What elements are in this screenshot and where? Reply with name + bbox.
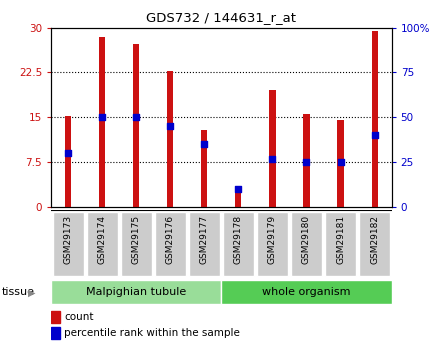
Text: percentile rank within the sample: percentile rank within the sample [64, 328, 240, 338]
Text: GSM29178: GSM29178 [234, 215, 243, 264]
Point [337, 159, 344, 165]
Bar [51, 280, 222, 304]
Text: GSM29177: GSM29177 [200, 215, 209, 264]
Bar [201, 130, 207, 207]
Point [269, 156, 276, 161]
Point [65, 150, 72, 156]
FancyBboxPatch shape [291, 212, 322, 276]
Text: GSM29180: GSM29180 [302, 215, 311, 264]
Text: Malpighian tubule: Malpighian tubule [86, 287, 186, 297]
Bar [337, 120, 344, 207]
Text: ▶: ▶ [28, 287, 36, 297]
FancyBboxPatch shape [189, 212, 220, 276]
Bar [222, 280, 392, 304]
Point [201, 141, 208, 147]
FancyBboxPatch shape [359, 212, 390, 276]
Point [371, 132, 378, 138]
Bar [133, 45, 139, 207]
Text: whole organism: whole organism [262, 287, 351, 297]
Text: GSM29176: GSM29176 [166, 215, 175, 264]
Bar [235, 190, 242, 207]
Text: GSM29175: GSM29175 [132, 215, 141, 264]
Bar [303, 114, 310, 207]
Bar [51, 311, 60, 323]
Point [167, 124, 174, 129]
Text: GSM29174: GSM29174 [98, 215, 107, 264]
Text: tissue: tissue [2, 287, 35, 297]
Text: GSM29182: GSM29182 [370, 215, 379, 264]
Bar [51, 327, 60, 339]
FancyBboxPatch shape [325, 212, 356, 276]
Bar [65, 116, 71, 207]
FancyBboxPatch shape [87, 212, 117, 276]
Point [99, 115, 106, 120]
FancyBboxPatch shape [155, 212, 186, 276]
FancyBboxPatch shape [223, 212, 254, 276]
Text: GSM29179: GSM29179 [268, 215, 277, 264]
Bar [269, 90, 275, 207]
Text: GSM29173: GSM29173 [64, 215, 73, 264]
Point [303, 159, 310, 165]
FancyBboxPatch shape [257, 212, 288, 276]
Point [235, 186, 242, 192]
Bar [372, 31, 378, 207]
Text: GSM29181: GSM29181 [336, 215, 345, 264]
FancyBboxPatch shape [121, 212, 152, 276]
Text: count: count [64, 312, 93, 322]
Point [133, 115, 140, 120]
Bar [99, 37, 105, 207]
Title: GDS732 / 144631_r_at: GDS732 / 144631_r_at [146, 11, 296, 24]
FancyBboxPatch shape [53, 212, 84, 276]
Bar [167, 71, 174, 207]
